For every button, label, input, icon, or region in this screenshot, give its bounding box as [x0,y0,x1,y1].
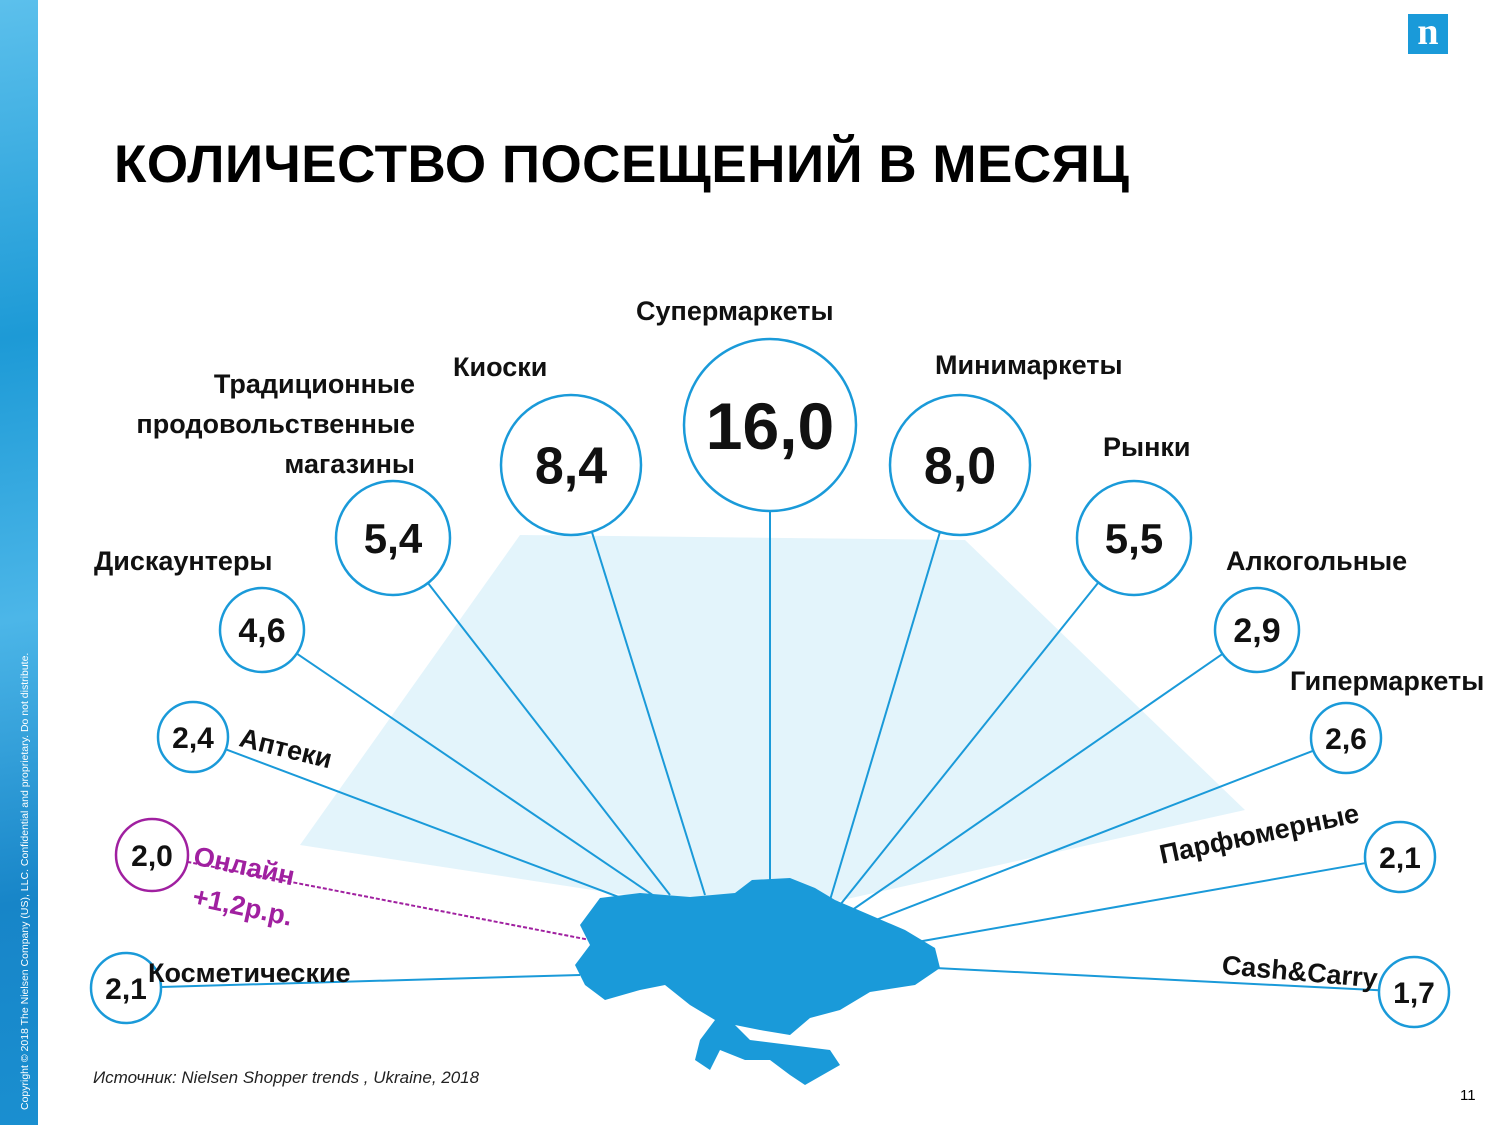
value-circle [1363,820,1437,894]
source-note: Источник: Nielsen Shopper trends , Ukrai… [93,1068,480,1087]
value-circle [1377,955,1451,1029]
channel-value: 2,0 [131,840,173,873]
value-circle [1309,701,1383,775]
connector-line [829,531,941,901]
value-circle [114,817,190,893]
side-strip: Copyright © 2018 The Nielsen Company (US… [0,0,38,1125]
connector-line [839,581,1100,906]
channel-label: Рынки [1103,432,1191,462]
channel-value: 8,0 [924,438,996,496]
connector-line [225,748,641,906]
channel-value: 1,7 [1393,977,1435,1010]
channel-value: 5,4 [364,515,423,562]
channel-label: Алкогольные [1226,546,1408,576]
channel-label: Традиционные продовольственные магазины [136,369,415,479]
channel-label: Супермаркеты [636,296,834,326]
value-circle [218,586,306,674]
channel-label: Киоски [453,352,548,382]
channel-value: 5,5 [1105,515,1163,562]
connector-line [427,582,671,896]
value-circle [888,393,1032,537]
connector-line [187,860,591,941]
connector-line [844,653,1224,916]
value-circle [89,951,163,1025]
connector-line [934,967,1380,992]
value-circle [334,479,452,597]
ukraine-map [575,878,940,1085]
channel-label: Минимаркеты [935,350,1123,380]
value-circle [1213,586,1301,674]
page-title: КОЛИЧЕСТВО ПОСЕЩЕНИЙ В МЕСЯЦ [114,135,1130,194]
value-circle [499,393,643,537]
channel-value: 4,6 [238,612,285,650]
connector-line [590,531,706,896]
fan-background [300,535,1245,905]
value-circle [156,700,230,774]
channel-value: 16,0 [706,389,834,463]
channel-value: 2,1 [1379,842,1421,875]
page-number: 11 [1460,1087,1476,1104]
connector-line [296,652,661,901]
value-circle [1075,479,1193,597]
channel-value: 2,4 [172,722,214,755]
channel-value: 2,6 [1325,723,1367,756]
connector-line [899,862,1366,946]
channel-label: Дискаунтеры [94,546,273,576]
connector-line [160,974,581,988]
channel-value: 2,1 [105,973,147,1006]
connector-line [849,749,1314,931]
channel-value: 2,9 [1233,612,1280,650]
value-circle [682,337,858,513]
channel-value: 8,4 [535,438,607,496]
channel-label: Гипермаркеты [1290,666,1485,696]
channel-label: Косметические [148,958,351,988]
nielsen-logo: n [1408,13,1448,54]
